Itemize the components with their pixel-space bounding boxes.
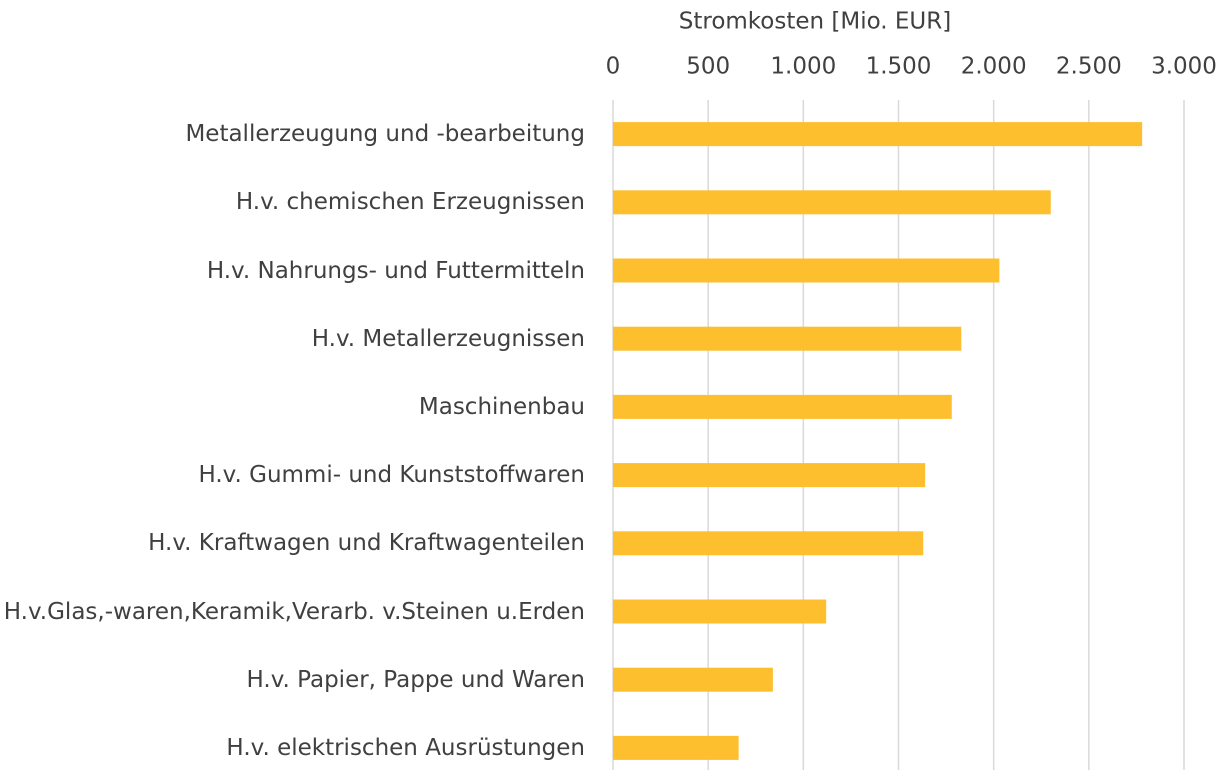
- y-tick-label: H.v. Metallerzeugnissen: [311, 325, 585, 352]
- x-tick-label: 3.000: [1151, 54, 1217, 80]
- y-tick-label: H.v. elektrischen Ausrüstungen: [226, 734, 585, 761]
- y-tick-label: Metallerzeugung und -bearbeitung: [185, 121, 585, 148]
- bar: [613, 599, 827, 624]
- y-tick-label: H.v. Kraftwagen und Kraftwagenteilen: [148, 530, 585, 557]
- x-tick-label: 1.500: [866, 54, 932, 80]
- bar: [613, 667, 773, 692]
- y-tick-label: Maschinenbau: [418, 393, 585, 420]
- bar: [613, 394, 952, 419]
- x-tick-label: 2.000: [961, 54, 1027, 80]
- bar: [613, 735, 739, 760]
- y-tick-label: H.v. Gummi- und Kunststoffwaren: [198, 462, 585, 489]
- y-tick-label: H.v. Nahrungs- und Futtermitteln: [206, 257, 585, 284]
- y-tick-label: H.v. Papier, Pappe und Waren: [246, 666, 586, 693]
- bar: [613, 531, 924, 556]
- bar: [613, 122, 1143, 147]
- y-tick-label: H.v.Glas,-waren,Keramik,Verarb. v.Steine…: [3, 598, 585, 625]
- bar: [613, 190, 1051, 215]
- x-tick-label: 500: [686, 54, 730, 80]
- y-tick-label: H.v. chemischen Erzeugnissen: [235, 189, 585, 216]
- x-tick-label: 2.500: [1056, 54, 1122, 80]
- x-tick-label: 1.000: [770, 54, 836, 80]
- x-tick-label: 0: [606, 54, 621, 80]
- x-axis-label: Stromkosten [Mio. EUR]: [679, 9, 951, 35]
- bar: [613, 258, 1000, 283]
- bar: [613, 326, 962, 351]
- bar: [613, 463, 926, 488]
